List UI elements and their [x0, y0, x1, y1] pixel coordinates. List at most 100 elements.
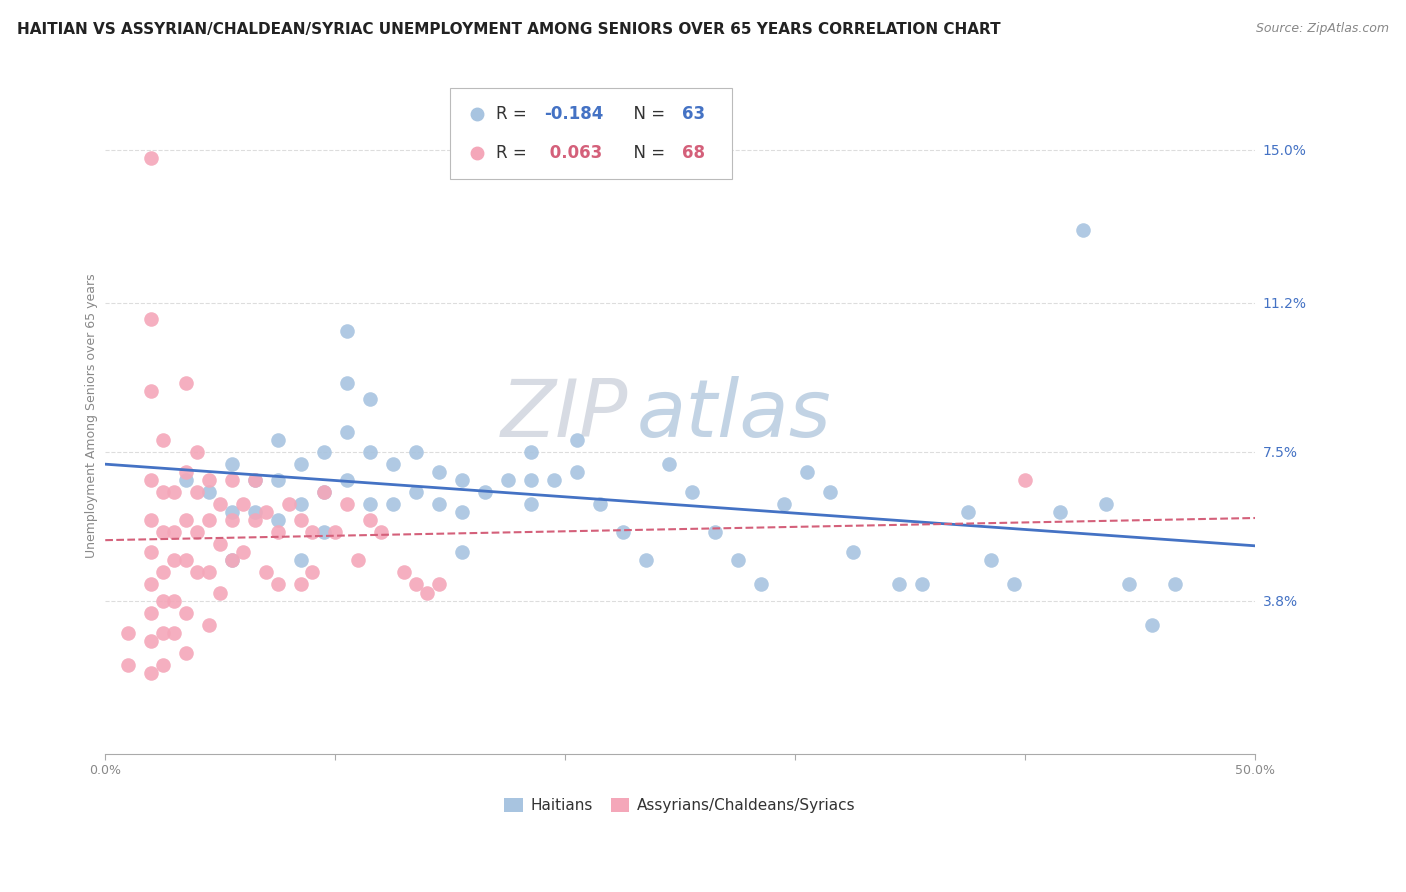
Point	[727, 553, 749, 567]
Point	[141, 151, 163, 165]
Point	[392, 566, 415, 580]
Text: 68: 68	[682, 144, 706, 161]
Text: N =: N =	[623, 144, 671, 161]
Point	[267, 525, 290, 540]
Point	[290, 577, 312, 591]
Point	[565, 465, 588, 479]
Point	[254, 566, 277, 580]
Point	[450, 545, 472, 559]
Point	[612, 525, 634, 540]
Point	[323, 525, 346, 540]
Point	[1140, 617, 1163, 632]
Point	[174, 465, 197, 479]
Point	[152, 525, 174, 540]
Point	[336, 473, 359, 487]
Point	[427, 497, 450, 511]
Point	[209, 585, 232, 599]
Point	[186, 566, 208, 580]
Point	[359, 392, 381, 407]
Text: N =: N =	[623, 104, 671, 123]
Point	[221, 505, 243, 519]
Point	[152, 433, 174, 447]
Point	[1118, 577, 1140, 591]
Point	[681, 485, 703, 500]
Point	[1163, 577, 1185, 591]
Point	[543, 473, 565, 487]
Point	[141, 577, 163, 591]
Point	[956, 505, 979, 519]
Point	[565, 433, 588, 447]
Text: R =: R =	[496, 144, 531, 161]
Point	[359, 444, 381, 458]
Point	[450, 473, 472, 487]
Point	[519, 497, 541, 511]
Point	[232, 545, 254, 559]
Point	[841, 545, 863, 559]
Point	[519, 444, 541, 458]
Point	[243, 473, 266, 487]
Point	[117, 625, 139, 640]
Point	[141, 606, 163, 620]
Point	[209, 497, 232, 511]
Point	[232, 497, 254, 511]
Text: -0.184: -0.184	[544, 104, 603, 123]
Point	[796, 465, 818, 479]
Point	[163, 553, 186, 567]
Point	[243, 513, 266, 527]
Point	[381, 497, 404, 511]
Point	[405, 577, 427, 591]
Point	[221, 553, 243, 567]
Point	[405, 444, 427, 458]
Point	[267, 513, 290, 527]
Point	[197, 485, 219, 500]
Point	[141, 545, 163, 559]
Point	[427, 465, 450, 479]
Point	[141, 384, 163, 399]
Text: HAITIAN VS ASSYRIAN/CHALDEAN/SYRIAC UNEMPLOYMENT AMONG SENIORS OVER 65 YEARS COR: HAITIAN VS ASSYRIAN/CHALDEAN/SYRIAC UNEM…	[17, 22, 1001, 37]
Text: Source: ZipAtlas.com: Source: ZipAtlas.com	[1256, 22, 1389, 36]
Point	[474, 485, 496, 500]
Point	[174, 606, 197, 620]
Point	[658, 457, 681, 471]
Point	[1014, 473, 1036, 487]
Point	[818, 485, 841, 500]
Point	[634, 553, 657, 567]
Point	[519, 473, 541, 487]
Point	[301, 566, 323, 580]
Point	[186, 485, 208, 500]
Point	[290, 553, 312, 567]
Point	[359, 497, 381, 511]
Y-axis label: Unemployment Among Seniors over 65 years: Unemployment Among Seniors over 65 years	[86, 273, 98, 558]
Point	[267, 433, 290, 447]
Point	[141, 473, 163, 487]
Point	[152, 657, 174, 672]
Point	[152, 566, 174, 580]
Point	[312, 485, 335, 500]
Legend: Haitians, Assyrians/Chaldeans/Syriacs: Haitians, Assyrians/Chaldeans/Syriacs	[505, 798, 856, 814]
Point	[336, 376, 359, 391]
Point	[209, 537, 232, 551]
Point	[221, 473, 243, 487]
Point	[336, 425, 359, 439]
Point	[290, 457, 312, 471]
Point	[141, 312, 163, 326]
Point	[1002, 577, 1025, 591]
Point	[1049, 505, 1071, 519]
Point	[163, 485, 186, 500]
Point	[197, 566, 219, 580]
Point	[381, 457, 404, 471]
Point	[749, 577, 772, 591]
Point	[980, 553, 1002, 567]
Point	[336, 497, 359, 511]
Point	[141, 666, 163, 681]
Point	[152, 485, 174, 500]
Point	[243, 505, 266, 519]
Point	[588, 497, 610, 511]
Point	[163, 593, 186, 607]
Point	[887, 577, 910, 591]
Text: ZIP: ZIP	[501, 376, 628, 455]
Point	[152, 625, 174, 640]
Point	[290, 497, 312, 511]
FancyBboxPatch shape	[450, 87, 733, 179]
Point	[152, 593, 174, 607]
